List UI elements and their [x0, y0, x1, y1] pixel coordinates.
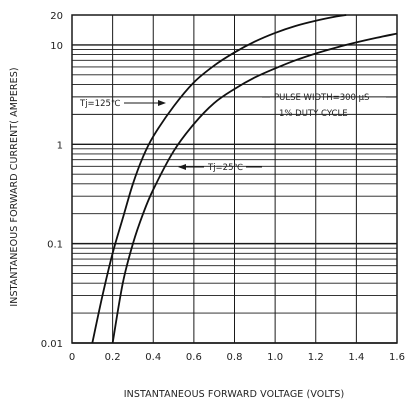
y-tick-label: 1 [57, 140, 63, 151]
y-tick-labels: 20 10 1 0.1 0.01 [41, 11, 63, 350]
tj25-annotation: Tj=25℃ [207, 163, 243, 173]
x-tick-label: 0 [69, 352, 75, 363]
y-tick-label: 20 [50, 11, 63, 22]
data-series [91, 14, 398, 344]
duty-cycle-annotation: 1% DUTY CYCLE [279, 109, 348, 119]
x-tick-label: 0.6 [186, 352, 202, 363]
x-tick-labels: 0 0.2 0.4 0.6 0.8 1.0 1.2 1.4 1.6 [69, 352, 405, 363]
x-tick-label: 0.4 [145, 352, 161, 363]
x-tick-label: 1.4 [348, 352, 364, 363]
tj125-arrow-head [158, 100, 166, 106]
tj125-annotation: Tj=125℃ [79, 99, 121, 109]
x-tick-label: 1.0 [267, 352, 283, 363]
x-tick-label: 1.6 [389, 352, 405, 363]
annotations: PULSE WIDTH=300 μS 1% DUTY CYCLE Tj=125℃… [79, 93, 396, 173]
y-tick-label: 0.1 [47, 240, 63, 251]
plot-frame [71, 14, 398, 344]
x-tick-label: 1.2 [308, 352, 324, 363]
x-tick-label: 0.8 [227, 352, 243, 363]
pulse-width-annotation: PULSE WIDTH=300 μS [274, 93, 369, 103]
y-tick-label: 0.01 [41, 339, 63, 350]
x-axis-label: INSTANTANEOUS FORWARD VOLTAGE (VOLTS) [124, 389, 345, 400]
y-tick-label: 10 [50, 41, 63, 52]
series-line-tj125 [91, 14, 347, 344]
tj25-arrow-head [178, 164, 186, 170]
series-line-tj25 [111, 32, 398, 344]
y-axis-label: INSTANTANEOUS FORWARD CURRENT( AMPERES) [9, 67, 20, 306]
x-tick-label: 0.2 [105, 352, 121, 363]
